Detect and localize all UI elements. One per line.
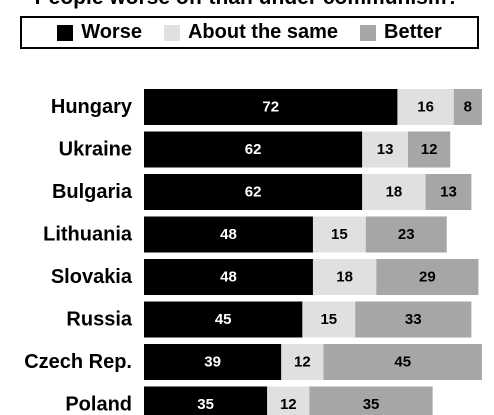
bar-poland-about-the-same (267, 386, 310, 415)
category-label-slovakia: Slovakia (51, 266, 133, 288)
category-label-russia: Russia (66, 309, 132, 331)
value-label-ukraine-worse: 62 (245, 141, 262, 158)
bar-bulgaria-worse (144, 174, 363, 210)
legend-swatch-worse (57, 24, 74, 41)
value-label-hungary-better: 8 (464, 99, 472, 116)
value-label-czech-rep-about-the-same: 12 (294, 354, 311, 371)
bar-czech-rep-about-the-same (281, 344, 324, 380)
value-label-czech-rep-better: 45 (394, 354, 411, 371)
value-label-russia-better: 33 (405, 311, 422, 328)
bar-ukraine-about-the-same (362, 131, 408, 168)
bar-ukraine-better (408, 131, 451, 168)
value-label-hungary-worse: 72 (262, 99, 279, 116)
value-label-lithuania-about-the-same: 15 (331, 226, 348, 243)
bar-slovakia-worse (144, 259, 313, 295)
value-label-lithuania-worse: 48 (220, 226, 237, 243)
legend-label-worse: Worse (81, 21, 142, 43)
value-label-ukraine-better: 12 (421, 141, 438, 158)
bar-ukraine-worse (144, 131, 363, 168)
bar-lithuania-worse (144, 216, 313, 253)
legend-label-about-the-same: About the same (187, 21, 338, 43)
value-label-slovakia-worse: 48 (220, 269, 237, 286)
value-label-russia-about-the-same: 15 (320, 311, 337, 328)
bar-russia-about-the-same (302, 301, 356, 338)
value-label-poland-better: 35 (363, 396, 380, 413)
legend-item-better: Better (360, 21, 442, 44)
legend-item-worse: Worse (57, 21, 142, 44)
value-label-slovakia-about-the-same: 18 (336, 269, 353, 286)
category-label-czech-rep: Czech Rep. (24, 351, 132, 373)
bar-poland-better (309, 386, 433, 415)
value-label-bulgaria-about-the-same: 18 (386, 184, 403, 201)
value-label-bulgaria-worse: 62 (245, 184, 262, 201)
bar-slovakia-about-the-same (312, 259, 377, 295)
bar-hungary-worse (144, 89, 398, 125)
bar-russia-worse (144, 301, 303, 338)
value-label-hungary-about-the-same: 16 (417, 99, 434, 116)
chart-title: People worse off than under communism? (0, 0, 494, 10)
value-label-czech-rep-worse: 39 (204, 354, 221, 371)
bar-russia-better (355, 301, 472, 338)
bar-hungary-better (453, 89, 482, 125)
bar-lithuania-better (365, 216, 447, 253)
value-label-poland-about-the-same: 12 (280, 396, 297, 413)
legend-item-about-the-same: About the same (163, 21, 338, 44)
bar-slovakia-better (376, 259, 479, 295)
value-label-lithuania-better: 23 (398, 226, 415, 243)
category-label-lithuania: Lithuania (43, 224, 133, 246)
category-label-ukraine: Ukraine (59, 139, 132, 161)
bar-czech-rep-better (323, 344, 482, 380)
legend-label-better: Better (384, 21, 442, 43)
bar-czech-rep-worse (144, 344, 282, 380)
legend-swatch-about-the-same (163, 24, 180, 41)
bar-lithuania-about-the-same (312, 216, 366, 253)
value-label-ukraine-about-the-same: 13 (377, 141, 394, 158)
bar-bulgaria-better (425, 174, 472, 210)
chart-legend: Worse About the same Better (20, 16, 479, 49)
category-label-poland: Poland (65, 394, 132, 415)
value-label-poland-worse: 35 (197, 396, 214, 413)
value-label-slovakia-better: 29 (419, 269, 436, 286)
bar-poland-worse (144, 386, 268, 415)
category-label-hungary: Hungary (51, 96, 133, 118)
bar-bulgaria-about-the-same (362, 174, 426, 210)
category-label-bulgaria: Bulgaria (52, 181, 133, 203)
value-label-bulgaria-better: 13 (440, 184, 457, 201)
bar-hungary-about-the-same (397, 89, 454, 125)
value-label-russia-worse: 45 (215, 311, 232, 328)
legend-swatch-better (360, 24, 376, 41)
